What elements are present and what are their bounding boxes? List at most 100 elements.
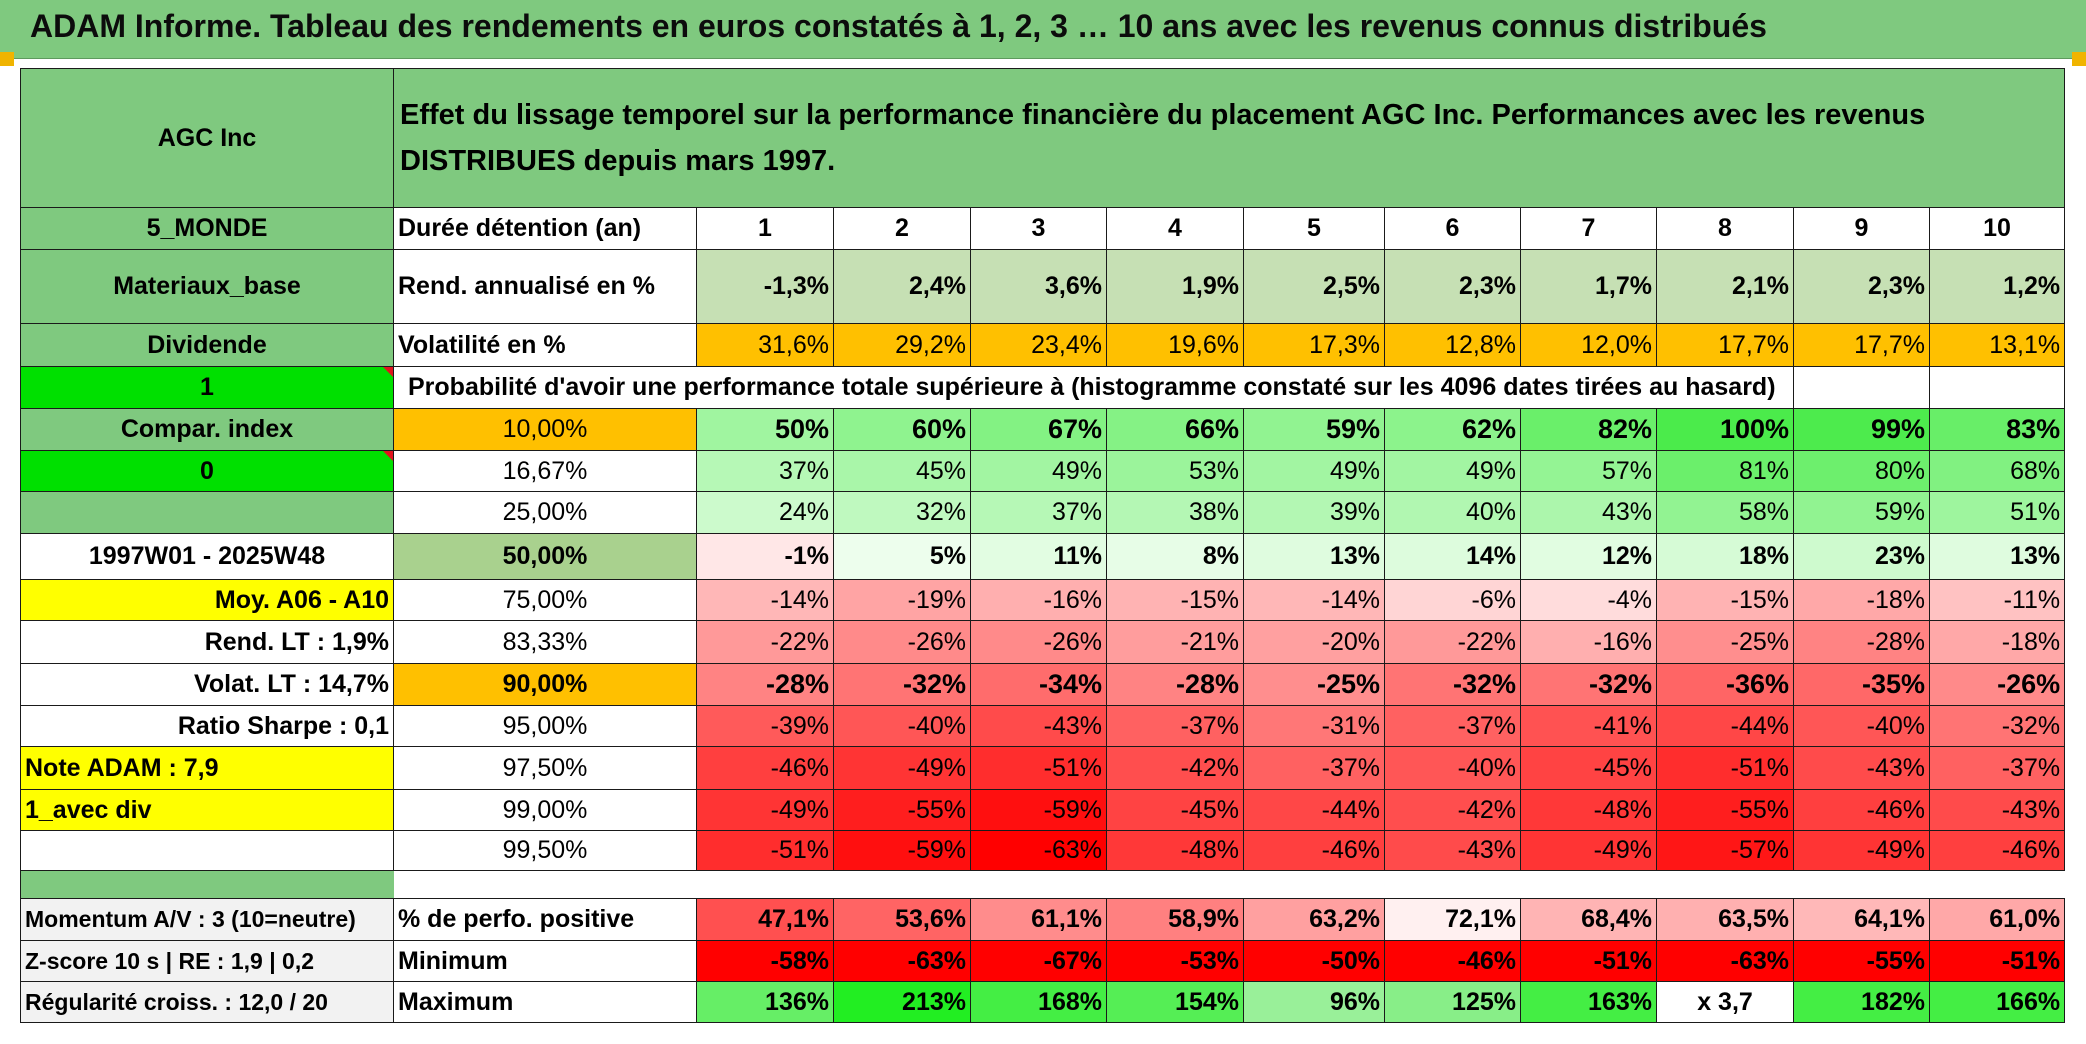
min-cell: -53% — [1106, 940, 1244, 982]
region-label: 5_MONDE — [20, 207, 394, 250]
pos-label: % de perfo. positive — [393, 898, 697, 941]
quantile-label: 25,00% — [393, 491, 697, 534]
quantile-cell: 37% — [696, 450, 834, 492]
quantile-cell: -51% — [970, 746, 1107, 790]
quantile-cell: -40% — [1793, 705, 1930, 747]
quantile-cell: -37% — [1243, 746, 1385, 790]
avec-div-label: 1_avec div — [20, 789, 394, 831]
sector-label: Materiaux_base — [20, 249, 394, 324]
quantile-cell: -45% — [1106, 789, 1244, 831]
year-header: 5 — [1243, 207, 1385, 250]
quantile-cell: -14% — [1243, 579, 1385, 621]
rend-value: -1,3% — [696, 249, 834, 324]
quantile-cell: -46% — [1243, 830, 1385, 871]
pos-cell: 68,4% — [1520, 898, 1657, 941]
quantile-cell: -43% — [1384, 830, 1521, 871]
company-name: AGC Inc — [20, 68, 394, 208]
rend-value: 1,2% — [1928, 249, 2066, 324]
quantile-cell: 43% — [1520, 491, 1657, 534]
pos-cell: 47,1% — [696, 898, 834, 941]
vol-value: 17,3% — [1243, 323, 1385, 367]
note-adam: Note ADAM : 7,9 — [20, 746, 394, 790]
momentum-label: Momentum A/V : 3 (10=neutre) — [20, 898, 394, 941]
compar-index-label: Compar. index — [20, 408, 394, 451]
quantile-cell: -55% — [833, 789, 971, 831]
min-cell: -67% — [970, 940, 1107, 982]
quantile-cell: -43% — [1928, 789, 2066, 831]
quantile-cell: -59% — [833, 830, 971, 871]
quantile-cell: 8% — [1106, 533, 1244, 580]
quantile-cell: 23% — [1793, 533, 1930, 580]
quantile-cell: 51% — [1928, 491, 2066, 534]
vol-value: 12,8% — [1384, 323, 1521, 367]
title-bar: ADAM Informe. Tableau des rendements en … — [0, 0, 2086, 59]
quantile-cell: -49% — [1793, 830, 1930, 871]
vol-value: 13,1% — [1928, 323, 2066, 367]
pos-cell: 61,0% — [1928, 898, 2066, 941]
quantile-cell: -19% — [833, 579, 971, 621]
quantile-cell: 57% — [1520, 450, 1657, 492]
vol-value: 29,2% — [833, 323, 971, 367]
quantile-cell: 14% — [1384, 533, 1521, 580]
quantile-cell: 13% — [1243, 533, 1385, 580]
volat-lt-label: Volat. LT : 14,7% — [20, 663, 394, 706]
pos-cell: 72,1% — [1384, 898, 1521, 941]
quantile-cell: -46% — [1928, 830, 2066, 871]
max-cell: x 3,7 — [1656, 981, 1794, 1023]
quantile-cell: -63% — [970, 830, 1107, 871]
quantile-cell: 59% — [1243, 408, 1385, 451]
quantile-cell: -14% — [696, 579, 834, 621]
min-cell: -63% — [833, 940, 971, 982]
quantile-cell: 45% — [833, 450, 971, 492]
quantile-cell: -28% — [1793, 620, 1930, 664]
quantile-cell: 49% — [970, 450, 1107, 492]
max-cell: 213% — [833, 981, 971, 1023]
quantile-cell: 80% — [1793, 450, 1930, 492]
period-label: 1997W01 - 2025W48 — [20, 533, 394, 580]
dividend-label: Dividende — [20, 323, 394, 367]
quantile-cell: 5% — [833, 533, 971, 580]
quantile-cell: 99% — [1793, 408, 1930, 451]
quantile-label: 50,00% — [393, 533, 697, 580]
year-header: 1 — [696, 207, 834, 250]
page-title: ADAM Informe. Tableau des rendements en … — [30, 8, 1767, 44]
quantile-cell: -25% — [1243, 663, 1385, 706]
quantile-cell: 24% — [696, 491, 834, 534]
quantile-cell: -55% — [1656, 789, 1794, 831]
quantile-cell: -32% — [1384, 663, 1521, 706]
vol-value: 17,7% — [1793, 323, 1930, 367]
year-header: 6 — [1384, 207, 1521, 250]
quantile-cell: -46% — [1793, 789, 1930, 831]
quantile-cell: -49% — [1520, 830, 1657, 871]
rend-label: Rend. annualisé en % — [393, 249, 697, 324]
rend-value: 2,3% — [1793, 249, 1930, 324]
quantile-cell: 40% — [1384, 491, 1521, 534]
quantile-cell: 53% — [1106, 450, 1244, 492]
min-cell: -55% — [1793, 940, 1930, 982]
quantile-cell: -32% — [1928, 705, 2066, 747]
quantile-cell: -43% — [1793, 746, 1930, 790]
quantile-cell: -18% — [1928, 620, 2066, 664]
quantile-cell: -18% — [1793, 579, 1930, 621]
quantile-cell: 82% — [1520, 408, 1657, 451]
min-cell: -63% — [1656, 940, 1794, 982]
pos-cell: 63,2% — [1243, 898, 1385, 941]
quantile-cell: 67% — [970, 408, 1107, 451]
year-header: 2 — [833, 207, 971, 250]
quantile-cell: -32% — [1520, 663, 1657, 706]
quantile-cell: -48% — [1106, 830, 1244, 871]
zscore-label: Z-score 10 s | RE : 1,9 | 0,2 — [20, 940, 394, 982]
quantile-cell: -20% — [1243, 620, 1385, 664]
quantile-cell: -4% — [1520, 579, 1657, 621]
blank-cell — [1928, 366, 2066, 409]
rend-value: 2,1% — [1656, 249, 1794, 324]
quantile-cell: -44% — [1656, 705, 1794, 747]
quantile-cell: -37% — [1928, 746, 2066, 790]
quantile-cell: 81% — [1656, 450, 1794, 492]
blank-cell — [1793, 366, 1930, 409]
flag-one: 1 — [20, 366, 394, 409]
quantile-cell: 50% — [696, 408, 834, 451]
quantile-cell: -16% — [1520, 620, 1657, 664]
max-cell: 163% — [1520, 981, 1657, 1023]
quantile-cell: -25% — [1656, 620, 1794, 664]
